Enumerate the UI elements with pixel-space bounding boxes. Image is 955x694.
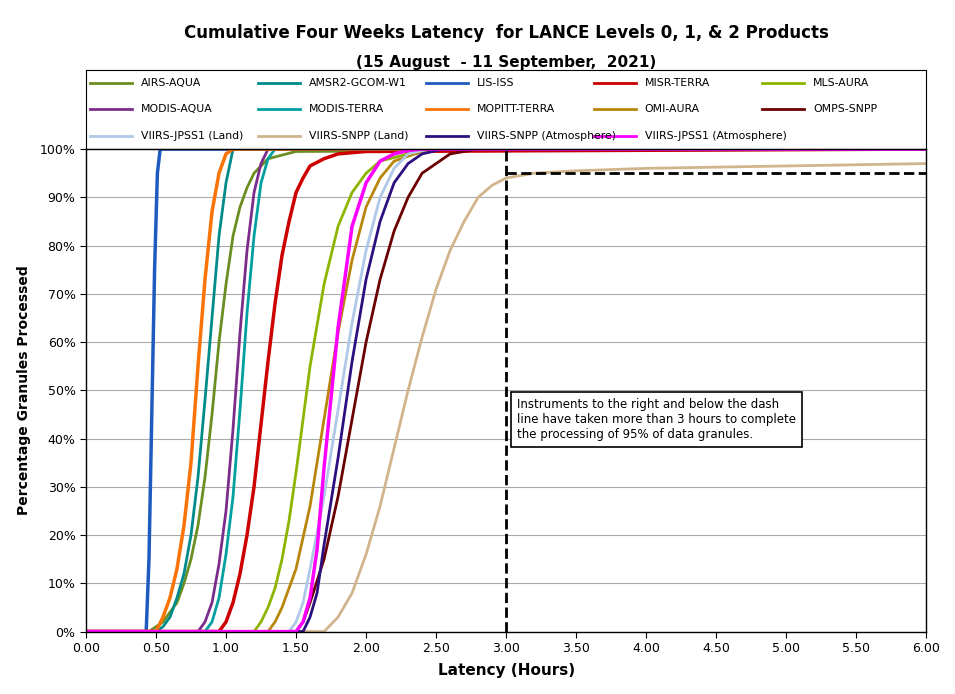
Text: VIIRS-JPSS1 (Land): VIIRS-JPSS1 (Land) (140, 131, 243, 141)
Text: MODIS-AQUA: MODIS-AQUA (140, 104, 212, 115)
X-axis label: Latency (Hours): Latency (Hours) (437, 663, 575, 678)
Text: LIS-ISS: LIS-ISS (477, 78, 514, 88)
Text: Instruments to the right and below the dash
line have taken more than 3 hours to: Instruments to the right and below the d… (518, 398, 796, 441)
Text: AMSR2-GCOM-W1: AMSR2-GCOM-W1 (308, 78, 407, 88)
Text: (15 August  - 11 September,  2021): (15 August - 11 September, 2021) (356, 55, 656, 70)
Text: MISR-TERRA: MISR-TERRA (645, 78, 711, 88)
Text: VIIRS-SNPP (Land): VIIRS-SNPP (Land) (308, 131, 408, 141)
Text: VIIRS-JPSS1 (Atmosphere): VIIRS-JPSS1 (Atmosphere) (645, 131, 787, 141)
Text: MODIS-TERRA: MODIS-TERRA (308, 104, 384, 115)
Text: VIIRS-SNPP (Atmosphere): VIIRS-SNPP (Atmosphere) (477, 131, 616, 141)
Text: AIRS-AQUA: AIRS-AQUA (140, 78, 201, 88)
Text: OMPS-SNPP: OMPS-SNPP (813, 104, 877, 115)
Text: MLS-AURA: MLS-AURA (813, 78, 869, 88)
Text: OMI-AURA: OMI-AURA (645, 104, 700, 115)
Text: Cumulative Four Weeks Latency  for LANCE Levels 0, 1, & 2 Products: Cumulative Four Weeks Latency for LANCE … (183, 24, 829, 42)
Y-axis label: Percentage Granules Processed: Percentage Granules Processed (17, 265, 32, 515)
Text: MOPITT-TERRA: MOPITT-TERRA (477, 104, 555, 115)
